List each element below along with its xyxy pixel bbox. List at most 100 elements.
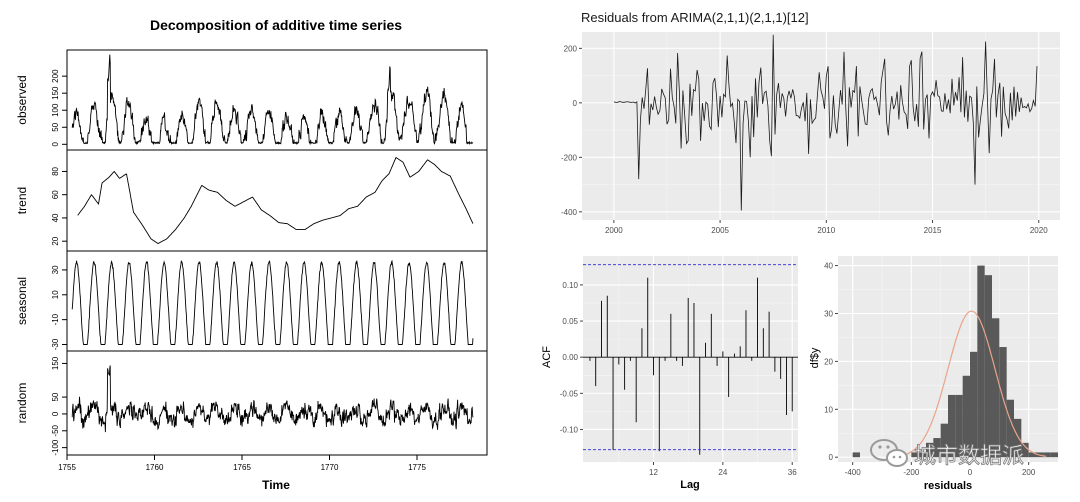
decomp-panel-trend: trend 20 40 60 80 bbox=[15, 149, 488, 252]
wechat-icon bbox=[870, 439, 908, 467]
histogram-bar bbox=[1028, 452, 1036, 458]
histogram-x-tick-label: -400 bbox=[845, 468, 862, 477]
histogram-bar bbox=[1021, 442, 1029, 458]
residuals-chart: Residuals from ARIMA(2,1,1)(2,1,1)[12] -… bbox=[561, 10, 1060, 235]
decomp-y-tick-label-trend: 20 bbox=[51, 236, 60, 245]
histogram-y-tick-label: 30 bbox=[824, 309, 833, 318]
residuals-y-tick-label: 200 bbox=[564, 44, 578, 53]
residuals-y-tick-label: -400 bbox=[561, 208, 578, 217]
acf-chart: -0.10 -0.05 0.00 0.05 0.10 12 24 36 ACF Lag bbox=[541, 256, 798, 491]
acf-y-tick-label: -0.05 bbox=[560, 389, 579, 398]
residuals-x-tick-label: 2000 bbox=[605, 226, 623, 235]
histogram-y-tick-label: 40 bbox=[824, 262, 833, 271]
residuals-x-tick-label: 2005 bbox=[711, 226, 729, 235]
decomp-panel-observed: observed 0 50 100 150 200 bbox=[15, 49, 488, 151]
decomp-y-tick-label-observed: 200 bbox=[51, 69, 60, 83]
histogram-x-label: residuals bbox=[924, 480, 972, 492]
histogram-bar bbox=[940, 423, 948, 458]
decomp-x-tick-label: 1760 bbox=[146, 463, 164, 472]
decomp-x-axis: 1755 1760 1765 1770 1775 bbox=[58, 454, 426, 472]
histogram-bar bbox=[984, 275, 992, 458]
acf-x-tick-label: 24 bbox=[718, 468, 727, 477]
decomp-y-tick-label-trend: 80 bbox=[51, 166, 60, 175]
decomp-y-tick-label-observed: 100 bbox=[51, 103, 60, 117]
decomp-y-tick-label-seasonal: -10 bbox=[51, 313, 60, 325]
watermark-text: 城市数据派 bbox=[914, 443, 1024, 468]
decomp-panel-random: random -100 -50 0 50 150 bbox=[15, 350, 488, 456]
histogram-x-tick-label: 0 bbox=[968, 468, 973, 477]
histogram-bar bbox=[933, 438, 941, 458]
residuals-x-tick-label: 2015 bbox=[924, 226, 942, 235]
decomp-y-label-observed: observed bbox=[15, 75, 29, 124]
decomp-series-seasonal bbox=[71, 259, 474, 345]
decomp-x-tick-label: 1755 bbox=[58, 463, 76, 472]
histogram-y-tick-label: 0 bbox=[829, 453, 834, 462]
histogram-bar bbox=[948, 394, 956, 458]
decomp-y-tick-label-seasonal: 10 bbox=[51, 290, 60, 299]
acf-x-tick-label: 12 bbox=[649, 468, 658, 477]
histogram-bar bbox=[918, 452, 926, 458]
histogram-bar bbox=[992, 318, 1000, 458]
acf-y-tick-label: 0.00 bbox=[562, 353, 578, 362]
decomp-panel-seasonal: seasonal -30 -10 10 30 bbox=[15, 250, 488, 352]
decomposition-chart: Decomposition of additive time series ob… bbox=[15, 17, 488, 492]
histogram-y-tick-label: 10 bbox=[824, 405, 833, 414]
decomp-y-label-random: random bbox=[15, 383, 29, 424]
decomp-title: Decomposition of additive time series bbox=[150, 17, 402, 33]
decomp-y-label-trend: trend bbox=[15, 187, 29, 214]
histogram-x-tick-label: -200 bbox=[903, 468, 920, 477]
decomp-x-tick-label: 1775 bbox=[408, 463, 426, 472]
acf-plot-background bbox=[583, 256, 798, 462]
residuals-y-tick-label: -200 bbox=[561, 153, 578, 162]
acf-y-tick-label: -0.10 bbox=[560, 425, 579, 434]
decomp-y-tick-label-seasonal: 30 bbox=[51, 265, 60, 274]
histogram-bar bbox=[970, 351, 978, 458]
decomp-y-tick-label-observed: 50 bbox=[51, 122, 60, 131]
decomp-x-tick-label: 1765 bbox=[233, 463, 251, 472]
histogram-bar bbox=[999, 347, 1007, 458]
histogram-bar bbox=[911, 452, 919, 458]
histogram-x-tick-label: 200 bbox=[1022, 468, 1036, 477]
decomp-y-tick-label-random: -100 bbox=[51, 439, 60, 456]
acf-x-label: Lag bbox=[680, 479, 700, 491]
acf-y-tick-label: 0.10 bbox=[562, 281, 578, 290]
residuals-y-tick-label: 0 bbox=[573, 99, 578, 108]
acf-x-tick-label: 36 bbox=[788, 468, 797, 477]
histogram-bar bbox=[926, 442, 934, 458]
histogram-bar bbox=[955, 394, 963, 458]
decomp-x-tick-label: 1770 bbox=[321, 463, 339, 472]
residuals-plot-background bbox=[582, 32, 1060, 220]
decomp-y-label-seasonal: seasonal bbox=[15, 277, 29, 325]
decomp-series-trend bbox=[77, 156, 474, 244]
acf-y-label: ACF bbox=[541, 346, 553, 368]
decomp-y-tick-label-trend: 60 bbox=[51, 190, 60, 199]
residuals-x-tick-label: 2010 bbox=[817, 226, 835, 235]
decomp-y-tick-label-random: 0 bbox=[51, 411, 60, 416]
decomp-y-tick-label-observed: 150 bbox=[51, 86, 60, 100]
residuals-x-tick-label: 2020 bbox=[1030, 226, 1048, 235]
histogram-bar bbox=[1006, 399, 1014, 458]
decomp-x-label: Time bbox=[262, 478, 290, 492]
decomp-y-tick-label-seasonal: -30 bbox=[51, 338, 60, 350]
histogram-chart: 0 10 20 30 40 -400 -200 0 200 df$y residuals bbox=[809, 256, 1058, 492]
decomp-y-tick-label-trend: 40 bbox=[51, 213, 60, 222]
decomp-y-tick-label-random: 150 bbox=[51, 356, 60, 370]
decomp-y-tick-label-random: 50 bbox=[51, 392, 60, 401]
histogram-bar bbox=[977, 265, 985, 458]
decomp-y-tick-label-observed: 0 bbox=[51, 142, 60, 147]
histogram-bar bbox=[1050, 452, 1058, 458]
histogram-bar bbox=[962, 375, 970, 458]
watermark: 城市数据派 bbox=[870, 439, 1024, 468]
decomp-series-observed bbox=[71, 54, 474, 146]
decomp-series-random bbox=[71, 365, 474, 433]
residuals-line bbox=[613, 34, 1038, 211]
residuals-title: Residuals from ARIMA(2,1,1)(2,1,1)[12] bbox=[581, 10, 809, 25]
histogram-y-tick-label: 20 bbox=[824, 357, 833, 366]
acf-y-tick-label: 0.05 bbox=[562, 317, 578, 326]
histogram-bar bbox=[852, 452, 860, 458]
histogram-bar bbox=[1043, 452, 1051, 458]
histogram-y-label: df$y bbox=[809, 347, 821, 368]
histogram-bar bbox=[1014, 418, 1022, 458]
decomp-y-tick-label-random: -50 bbox=[51, 424, 60, 436]
